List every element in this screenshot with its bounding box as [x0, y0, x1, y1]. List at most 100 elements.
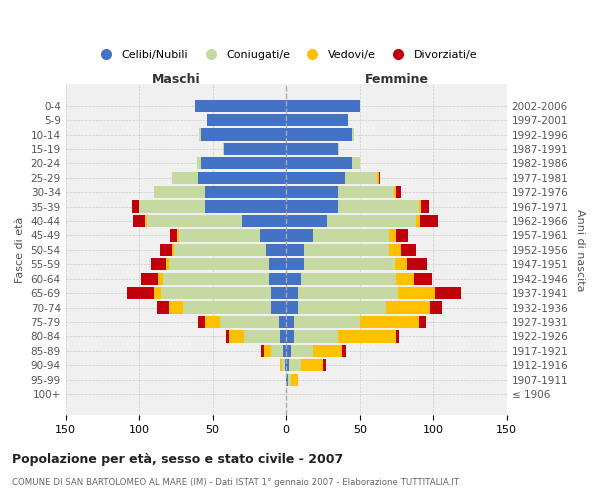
Bar	[286, 287, 298, 300]
Bar	[151, 258, 166, 270]
Bar	[419, 316, 426, 328]
Y-axis label: Anni di nascita: Anni di nascita	[575, 208, 585, 291]
Bar	[286, 258, 304, 270]
Bar	[179, 230, 260, 241]
Bar	[290, 374, 298, 386]
Text: Maschi: Maschi	[152, 72, 200, 86]
Bar	[169, 302, 183, 314]
Bar	[286, 359, 289, 372]
Bar	[421, 200, 429, 212]
Bar	[345, 172, 377, 184]
Bar	[286, 143, 338, 155]
Bar	[286, 244, 304, 256]
Bar	[198, 316, 205, 328]
Text: Femmine: Femmine	[364, 72, 428, 86]
Bar	[145, 215, 146, 227]
Bar	[352, 128, 354, 140]
Bar	[140, 272, 158, 285]
Bar	[170, 230, 178, 241]
Bar	[323, 359, 326, 372]
Bar	[133, 215, 145, 227]
Bar	[313, 230, 389, 241]
Bar	[157, 302, 169, 314]
Text: COMUNE DI SAN BARTOLOMEO AL MARE (IM) - Dati ISTAT 1° gennaio 2007 - Elaborazion: COMUNE DI SAN BARTOLOMEO AL MARE (IM) - …	[12, 478, 459, 487]
Bar	[397, 230, 408, 241]
Bar	[419, 200, 421, 212]
Bar	[301, 272, 397, 285]
Bar	[352, 157, 360, 170]
Bar	[280, 330, 286, 342]
Bar	[244, 330, 280, 342]
Bar	[163, 272, 269, 285]
Bar	[287, 374, 290, 386]
Bar	[283, 344, 286, 357]
Bar	[389, 244, 401, 256]
Bar	[160, 244, 172, 256]
Bar	[313, 344, 342, 357]
Bar	[223, 143, 224, 155]
Bar	[416, 215, 420, 227]
Bar	[293, 330, 338, 342]
Bar	[266, 244, 286, 256]
Bar	[401, 244, 416, 256]
Bar	[229, 330, 244, 342]
Bar	[154, 186, 205, 198]
Bar	[169, 258, 269, 270]
Bar	[298, 287, 398, 300]
Bar	[298, 302, 386, 314]
Bar	[286, 200, 338, 212]
Bar	[279, 316, 286, 328]
Bar	[420, 215, 437, 227]
Bar	[377, 172, 379, 184]
Bar	[197, 157, 201, 170]
Bar	[132, 200, 139, 212]
Bar	[398, 287, 434, 300]
Bar	[166, 258, 169, 270]
Bar	[175, 244, 266, 256]
Bar	[293, 316, 360, 328]
Bar	[304, 244, 389, 256]
Legend: Celibi/Nubili, Coniugati/e, Vedovi/e, Divorziati/e: Celibi/Nubili, Coniugati/e, Vedovi/e, Di…	[92, 47, 481, 64]
Bar	[286, 344, 290, 357]
Bar	[242, 215, 286, 227]
Bar	[304, 258, 395, 270]
Bar	[397, 272, 414, 285]
Bar	[224, 143, 286, 155]
Text: Popolazione per età, sesso e stato civile - 2007: Popolazione per età, sesso e stato civil…	[12, 452, 343, 466]
Bar	[264, 344, 271, 357]
Bar	[205, 186, 286, 198]
Bar	[172, 244, 175, 256]
Bar	[389, 230, 397, 241]
Bar	[139, 200, 205, 212]
Y-axis label: Fasce di età: Fasce di età	[15, 216, 25, 283]
Bar	[360, 316, 419, 328]
Bar	[158, 272, 163, 285]
Bar	[286, 316, 293, 328]
Bar	[286, 330, 293, 342]
Bar	[286, 128, 352, 140]
Bar	[205, 200, 286, 212]
Bar	[269, 272, 286, 285]
Bar	[286, 114, 348, 126]
Bar	[328, 215, 416, 227]
Bar	[338, 143, 339, 155]
Bar	[201, 128, 286, 140]
Bar	[397, 330, 400, 342]
Bar	[260, 230, 286, 241]
Bar	[195, 100, 286, 112]
Bar	[271, 287, 286, 300]
Bar	[286, 374, 287, 386]
Bar	[178, 230, 179, 241]
Bar	[286, 157, 352, 170]
Bar	[290, 344, 313, 357]
Bar	[338, 186, 394, 198]
Bar	[261, 344, 264, 357]
Bar	[342, 344, 346, 357]
Bar	[282, 359, 285, 372]
Bar	[286, 230, 313, 241]
Bar	[301, 359, 323, 372]
Bar	[286, 186, 338, 198]
Bar	[172, 172, 198, 184]
Bar	[269, 258, 286, 270]
Bar	[286, 172, 345, 184]
